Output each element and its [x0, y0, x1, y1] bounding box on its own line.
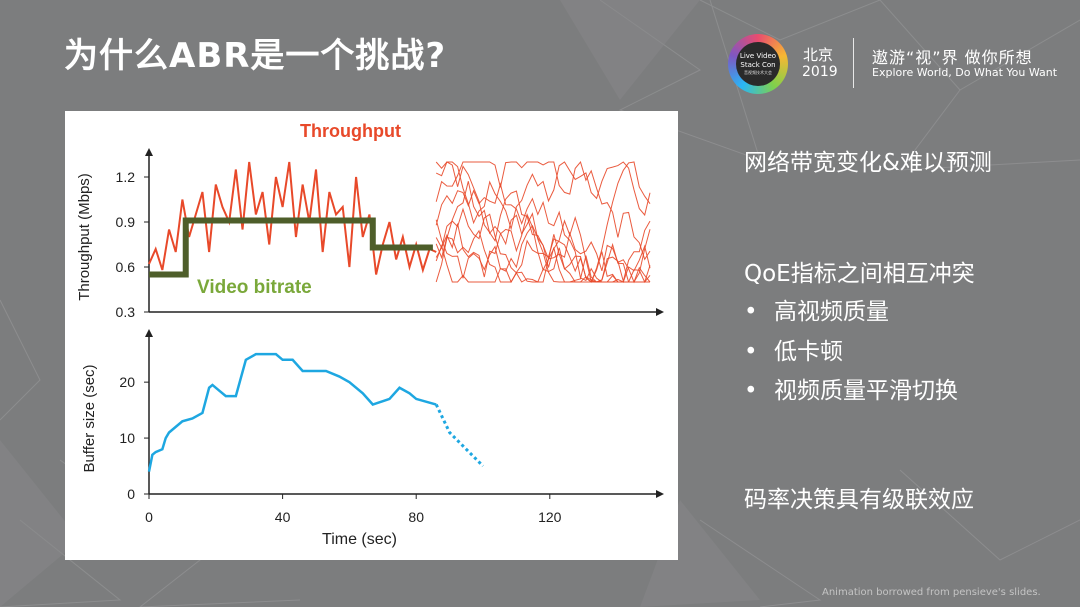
future-throughput-trace: [435, 161, 651, 231]
sub-point-text: 高视频质量: [774, 299, 889, 325]
sub-point-quality: • 高视频质量: [744, 292, 889, 326]
buffer-line: [147, 352, 437, 472]
sub-point-text: 低卡顿: [774, 339, 843, 365]
bottom-x-arrow: [656, 490, 664, 498]
bottom-x-tick-label: 120: [538, 509, 562, 525]
header-divider: [853, 38, 854, 88]
bullet-dot: •: [744, 378, 758, 404]
logo-line-2: Stack Con: [740, 61, 776, 69]
event-logo: Live Video Stack Con 音视频技术大会: [728, 34, 788, 94]
slide-title: 为什么ABR是一个挑战?: [64, 36, 447, 76]
slogan-chinese: 遨游“视”界 做你所想: [872, 48, 1033, 67]
sub-point-stall: • 低卡顿: [744, 332, 843, 366]
chart-svg: 0.3 0.6 0.9 1.2 Throughput (Mbps) Throughput V…: [76, 121, 664, 548]
sub-point-smooth: • 视频质量平滑切换: [744, 371, 958, 405]
logo-line-1: Live Video: [739, 52, 777, 60]
top-y-tick-label: 0.9: [116, 214, 136, 230]
top-y-tick-label: 0.6: [116, 259, 136, 275]
bottom-y-arrow: [145, 329, 153, 337]
future-throughput-trace: [435, 161, 651, 283]
bottom-x-axis-label: Time (sec): [322, 531, 397, 548]
logo-line-3: 音视频技术大会: [744, 70, 772, 75]
bottom-y-tick-label: 0: [127, 486, 135, 502]
buffer-projection-line: [434, 403, 485, 468]
future-throughput-trace: [435, 182, 651, 283]
future-throughput-trace: [435, 161, 651, 283]
bottom-x-tick-label: 0: [145, 509, 153, 525]
sub-point-text: 视频质量平滑切换: [774, 378, 958, 404]
event-year: 2019: [802, 64, 838, 80]
point-bandwidth: 网络带宽变化&难以预测: [744, 150, 992, 176]
video-bitrate-line: [149, 217, 433, 278]
point-cascade: 码率决策具有级联效应: [744, 487, 974, 513]
slogan-english: Explore World, Do What You Want: [872, 66, 1058, 79]
bottom-y-tick-label: 20: [119, 374, 135, 390]
bottom-x-tick-label: 80: [408, 509, 424, 525]
future-throughput-trace: [435, 160, 651, 261]
bottom-y-axis-label: Buffer size (sec): [81, 364, 98, 472]
bottom-x-tick-label: 40: [275, 509, 291, 525]
footnote: Animation borrowed from pensieve's slide…: [822, 587, 1041, 598]
future-throughput-trace: [435, 219, 651, 284]
bitrate-annotation: Video bitrate: [197, 277, 312, 298]
top-y-arrow: [145, 148, 153, 156]
future-throughput-trace: [435, 181, 651, 283]
future-throughput-trace: [435, 207, 651, 283]
top-y-axis-label: Throughput (Mbps): [76, 173, 93, 301]
throughput-annotation: Throughput: [300, 121, 401, 141]
chart-panel: 0.3 0.6 0.9 1.2 Throughput (Mbps) Throughput V…: [65, 111, 678, 560]
top-x-arrow: [656, 308, 664, 316]
bullet-dot: •: [744, 339, 758, 365]
top-y-tick-label: 0.3: [116, 304, 136, 320]
point-qoe: QoE指标之间相互冲突: [744, 261, 975, 287]
throughput-line: [148, 161, 437, 275]
bullet-dot: •: [744, 299, 758, 325]
bottom-y-tick-label: 10: [119, 430, 135, 446]
top-y-tick-label: 1.2: [116, 169, 136, 185]
event-city: 北京: [803, 46, 834, 64]
